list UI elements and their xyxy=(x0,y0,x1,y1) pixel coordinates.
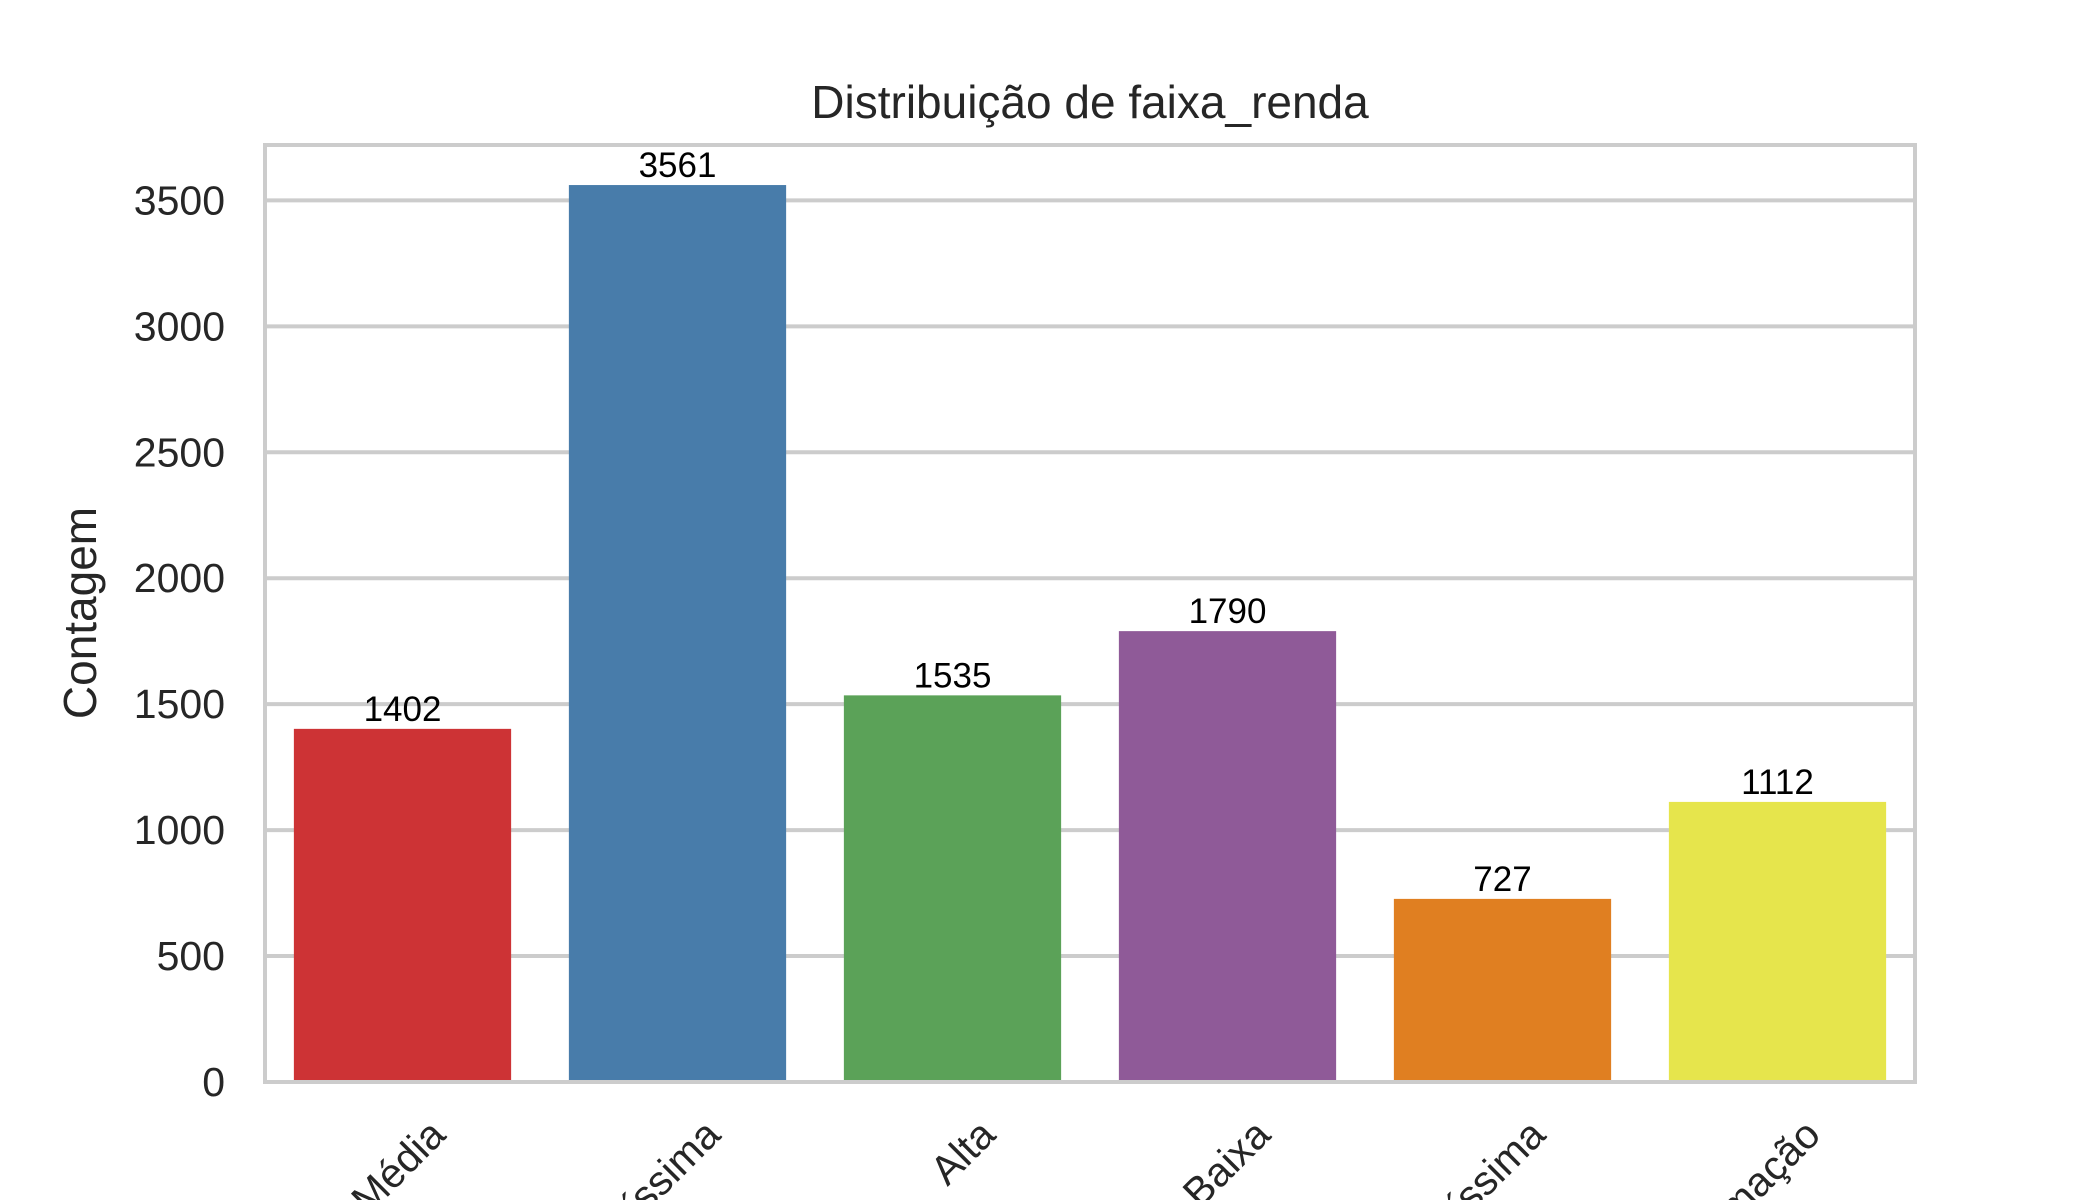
bar-value-labels: 1402 3561 1535 1790 727 1112 xyxy=(364,146,1814,899)
y-axis-ticks: 0 500 1000 1500 2000 2500 3000 3500 xyxy=(134,177,225,1105)
x-tick-label: Média xyxy=(342,1111,454,1200)
y-tick-label: 2500 xyxy=(134,429,225,475)
x-tick-label: mação xyxy=(1709,1111,1829,1200)
x-axis-ticks: Média íssima Alta Baixa íssima mação xyxy=(342,1111,1828,1200)
bar-value-label: 1535 xyxy=(914,656,992,695)
bar-value-label: 1112 xyxy=(1741,763,1814,802)
y-tick-label: 1500 xyxy=(134,681,225,727)
y-tick-label: 3500 xyxy=(134,177,225,223)
bar-value-label: 1790 xyxy=(1189,592,1267,631)
bar xyxy=(568,185,787,1082)
bar xyxy=(1393,898,1612,1082)
chart-title: Distribuição de faixa_renda xyxy=(811,76,1369,128)
bar xyxy=(1668,801,1887,1082)
x-tick-label: Alta xyxy=(921,1111,1004,1194)
y-tick-label: 2000 xyxy=(134,555,225,601)
y-tick-label: 1000 xyxy=(134,807,225,853)
y-axis-label: Contagem xyxy=(54,507,106,719)
y-tick-label: 3000 xyxy=(134,303,225,349)
bar xyxy=(293,728,512,1082)
bar-value-label: 1402 xyxy=(364,690,442,729)
y-tick-label: 0 xyxy=(202,1059,225,1105)
gridlines xyxy=(265,198,1915,959)
x-tick-label: Baixa xyxy=(1174,1111,1279,1200)
plot-area-background xyxy=(265,145,1915,1082)
bars xyxy=(293,185,1887,1082)
bar xyxy=(1118,631,1337,1082)
bar xyxy=(843,695,1062,1082)
bar-value-label: 727 xyxy=(1473,860,1531,899)
x-tick-label: íssima xyxy=(1438,1111,1554,1200)
bar-value-label: 3561 xyxy=(639,146,717,185)
plot-frame xyxy=(263,143,1917,1084)
x-tick-label: íssima xyxy=(613,1111,729,1200)
y-tick-label: 500 xyxy=(157,933,225,979)
